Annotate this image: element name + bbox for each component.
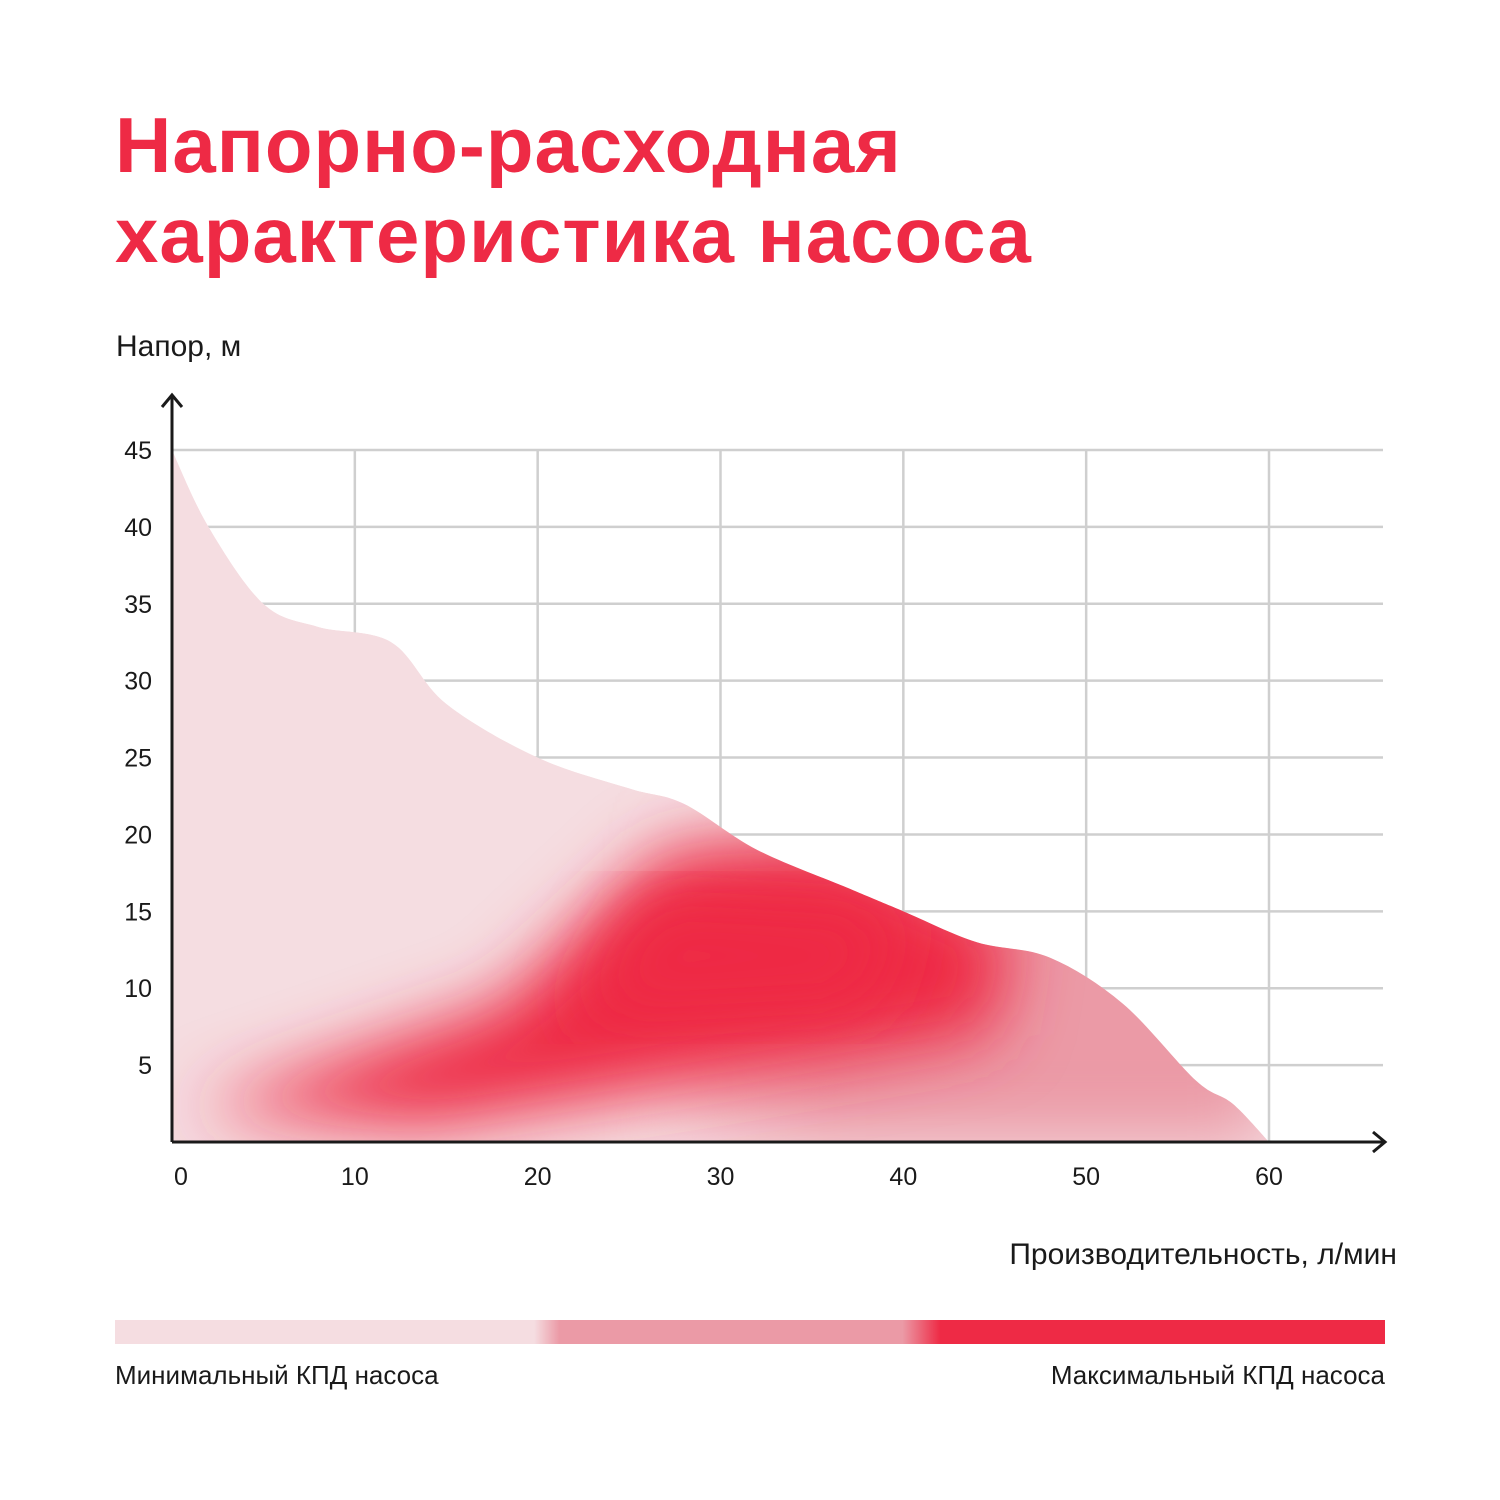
x-tick-label: 60	[1255, 1163, 1283, 1191]
x-tick-label: 0	[174, 1163, 188, 1191]
x-axis-title: Производительность, л/мин	[1009, 1238, 1397, 1271]
y-axis-title: Напор, м	[116, 330, 242, 363]
y-tick-label: 20	[124, 821, 152, 849]
y-tick-label: 40	[124, 514, 152, 542]
x-axis-arrow	[1372, 1130, 1388, 1154]
x-tick-label: 50	[1072, 1163, 1100, 1191]
y-tick-label: 10	[124, 975, 152, 1003]
title-line-2: характеристика насоса	[115, 191, 1032, 279]
y-tick-label: 5	[138, 1052, 152, 1080]
legend-min-label: Минимальный КПД насоса	[115, 1360, 439, 1390]
title-line-1: Напорно-расходная	[115, 101, 902, 189]
efficiency-legend-bar	[115, 1320, 1385, 1344]
y-tick-label: 45	[124, 437, 152, 465]
y-axis-arrow	[160, 392, 184, 408]
y-tick-label: 35	[124, 591, 152, 619]
legend-max-label: Максимальный КПД насоса	[1050, 1360, 1385, 1390]
efficiency-area	[172, 450, 1269, 1142]
y-tick-label: 25	[124, 745, 152, 773]
page-title: Напорно-расходная характеристика насоса	[115, 100, 1032, 280]
max-efficiency-core	[574, 895, 904, 1019]
x-tick-label: 20	[524, 1163, 552, 1191]
x-tick-label: 30	[707, 1163, 735, 1191]
x-tick-label: 40	[889, 1163, 917, 1191]
x-tick-label: 10	[341, 1163, 369, 1191]
y-tick-label: 30	[124, 668, 152, 696]
y-tick-label: 15	[124, 898, 152, 926]
